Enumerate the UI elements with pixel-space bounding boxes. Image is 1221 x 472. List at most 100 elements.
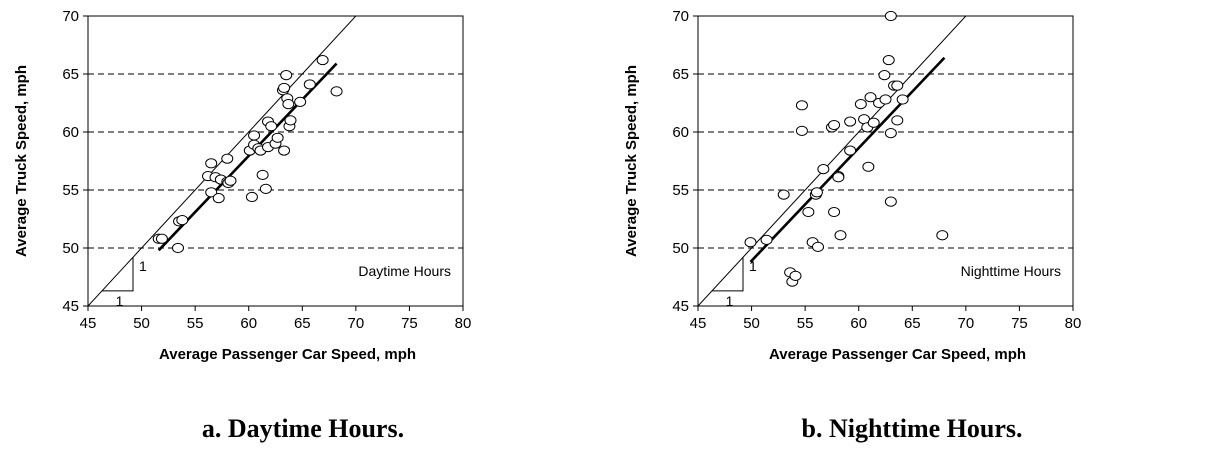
x-axis-title: Average Passenger Car Speed, mph: [769, 346, 1026, 363]
reference-line-1to1: [698, 16, 967, 306]
x-tick-label: 80: [1065, 315, 1082, 332]
slope-triangle: [711, 257, 744, 292]
data-point: [884, 196, 897, 207]
data-point: [284, 115, 297, 126]
y-tick-label: 50: [62, 240, 79, 257]
daytime-scatter-chart: 45 50 55 60 65 70 45 50 55 60 65 70 75 80 Average Pass…: [13, 8, 472, 363]
data-point: [280, 70, 293, 81]
x-tick-label: 55: [797, 315, 814, 332]
data-point: [817, 164, 830, 175]
data-point: [879, 94, 892, 105]
data-point: [795, 100, 808, 111]
data-point: [828, 119, 841, 131]
data-point: [316, 54, 329, 66]
x-tick-label: 50: [133, 315, 150, 332]
chart-annotation: Nighttime Hours: [961, 263, 1061, 279]
x-tick-label: 65: [904, 315, 921, 332]
slope-rise-label: 1: [749, 258, 757, 274]
y-tick-label: 50: [672, 240, 689, 257]
data-point: [862, 161, 875, 172]
data-point: [278, 82, 291, 94]
x-tick-label: 75: [1011, 315, 1028, 332]
y-tick-label: 65: [672, 66, 689, 83]
y-tick-label: 55: [62, 182, 79, 199]
data-point: [155, 233, 168, 244]
y-tick-label: 45: [62, 298, 79, 315]
data-point: [278, 145, 291, 156]
data-point: [265, 121, 278, 132]
y-axis-title: Average Truck Speed, mph: [13, 65, 30, 257]
data-point: [294, 96, 307, 107]
data-point: [760, 234, 773, 245]
data-point: [789, 270, 802, 281]
data-point: [330, 86, 343, 97]
data-point: [828, 206, 841, 218]
data-point: [245, 191, 258, 203]
data-point: [172, 242, 184, 254]
data-point: [867, 117, 880, 128]
x-tick-label: 70: [958, 315, 975, 332]
data-point: [864, 92, 877, 103]
data-point: [256, 169, 269, 181]
data-point: [891, 115, 904, 126]
data-point: [878, 70, 891, 81]
x-tick-label: 45: [80, 315, 97, 332]
plot-frame: [87, 15, 464, 307]
data-point: [810, 187, 823, 198]
x-axis-title: Average Passenger Car Speed, mph: [159, 346, 416, 363]
data-point: [854, 99, 867, 110]
data-point: [259, 183, 272, 194]
y-tick-label: 70: [62, 8, 79, 25]
data-point: [812, 241, 824, 252]
x-tick-label: 75: [401, 315, 418, 332]
regression-line: [749, 56, 946, 263]
data-point: [802, 206, 815, 218]
data-point: [744, 237, 757, 248]
data-point: [844, 116, 857, 127]
y-tick-label: 45: [672, 298, 689, 315]
data-point: [271, 132, 284, 143]
y-tick-label: 55: [672, 182, 689, 199]
y-tick-label: 60: [672, 124, 689, 141]
data-point: [884, 128, 897, 139]
regression-line: [157, 62, 338, 252]
x-tick-label: 60: [240, 315, 257, 332]
data-point: [832, 172, 845, 183]
slope-rise-label: 1: [139, 258, 147, 274]
x-tick-label: 60: [850, 315, 867, 332]
x-tick-label: 55: [187, 315, 204, 332]
data-point: [834, 230, 847, 241]
slope-run-label: 1: [726, 293, 734, 309]
data-point: [777, 189, 790, 200]
nighttime-scatter-chart: 45 50 55 60 65 70 45 50 55 60 65 70 75 80 Average Pass…: [623, 8, 1082, 363]
y-tick-label: 60: [62, 124, 79, 141]
data-point: [248, 130, 261, 141]
daytime-caption: a. Daytime Hours.: [201, 414, 405, 443]
data-point: [205, 187, 218, 198]
x-tick-label: 50: [743, 315, 760, 332]
data-point: [205, 158, 218, 169]
data-point: [891, 80, 904, 91]
data-point: [303, 79, 316, 90]
data-point: [176, 215, 189, 226]
slope-triangle: [101, 257, 134, 292]
x-tick-label: 70: [348, 315, 365, 332]
data-point: [936, 230, 949, 241]
x-tick-label: 65: [294, 315, 311, 332]
data-point: [795, 125, 808, 136]
data-point: [884, 10, 897, 22]
slope-run-label: 1: [116, 293, 124, 309]
chart-annotation: Daytime Hours: [358, 263, 451, 279]
y-axis-title: Average Truck Speed, mph: [623, 65, 640, 257]
x-tick-label: 80: [455, 315, 472, 332]
data-point: [896, 94, 909, 105]
x-tick-label: 45: [690, 315, 707, 332]
nighttime-caption: b. Nighttime Hours.: [801, 414, 1023, 443]
data-point: [221, 153, 234, 164]
data-point: [212, 193, 225, 204]
data-point: [844, 145, 857, 156]
data-point: [282, 99, 295, 110]
data-point: [224, 175, 237, 186]
data-point: [882, 54, 895, 66]
y-tick-label: 70: [672, 8, 689, 25]
